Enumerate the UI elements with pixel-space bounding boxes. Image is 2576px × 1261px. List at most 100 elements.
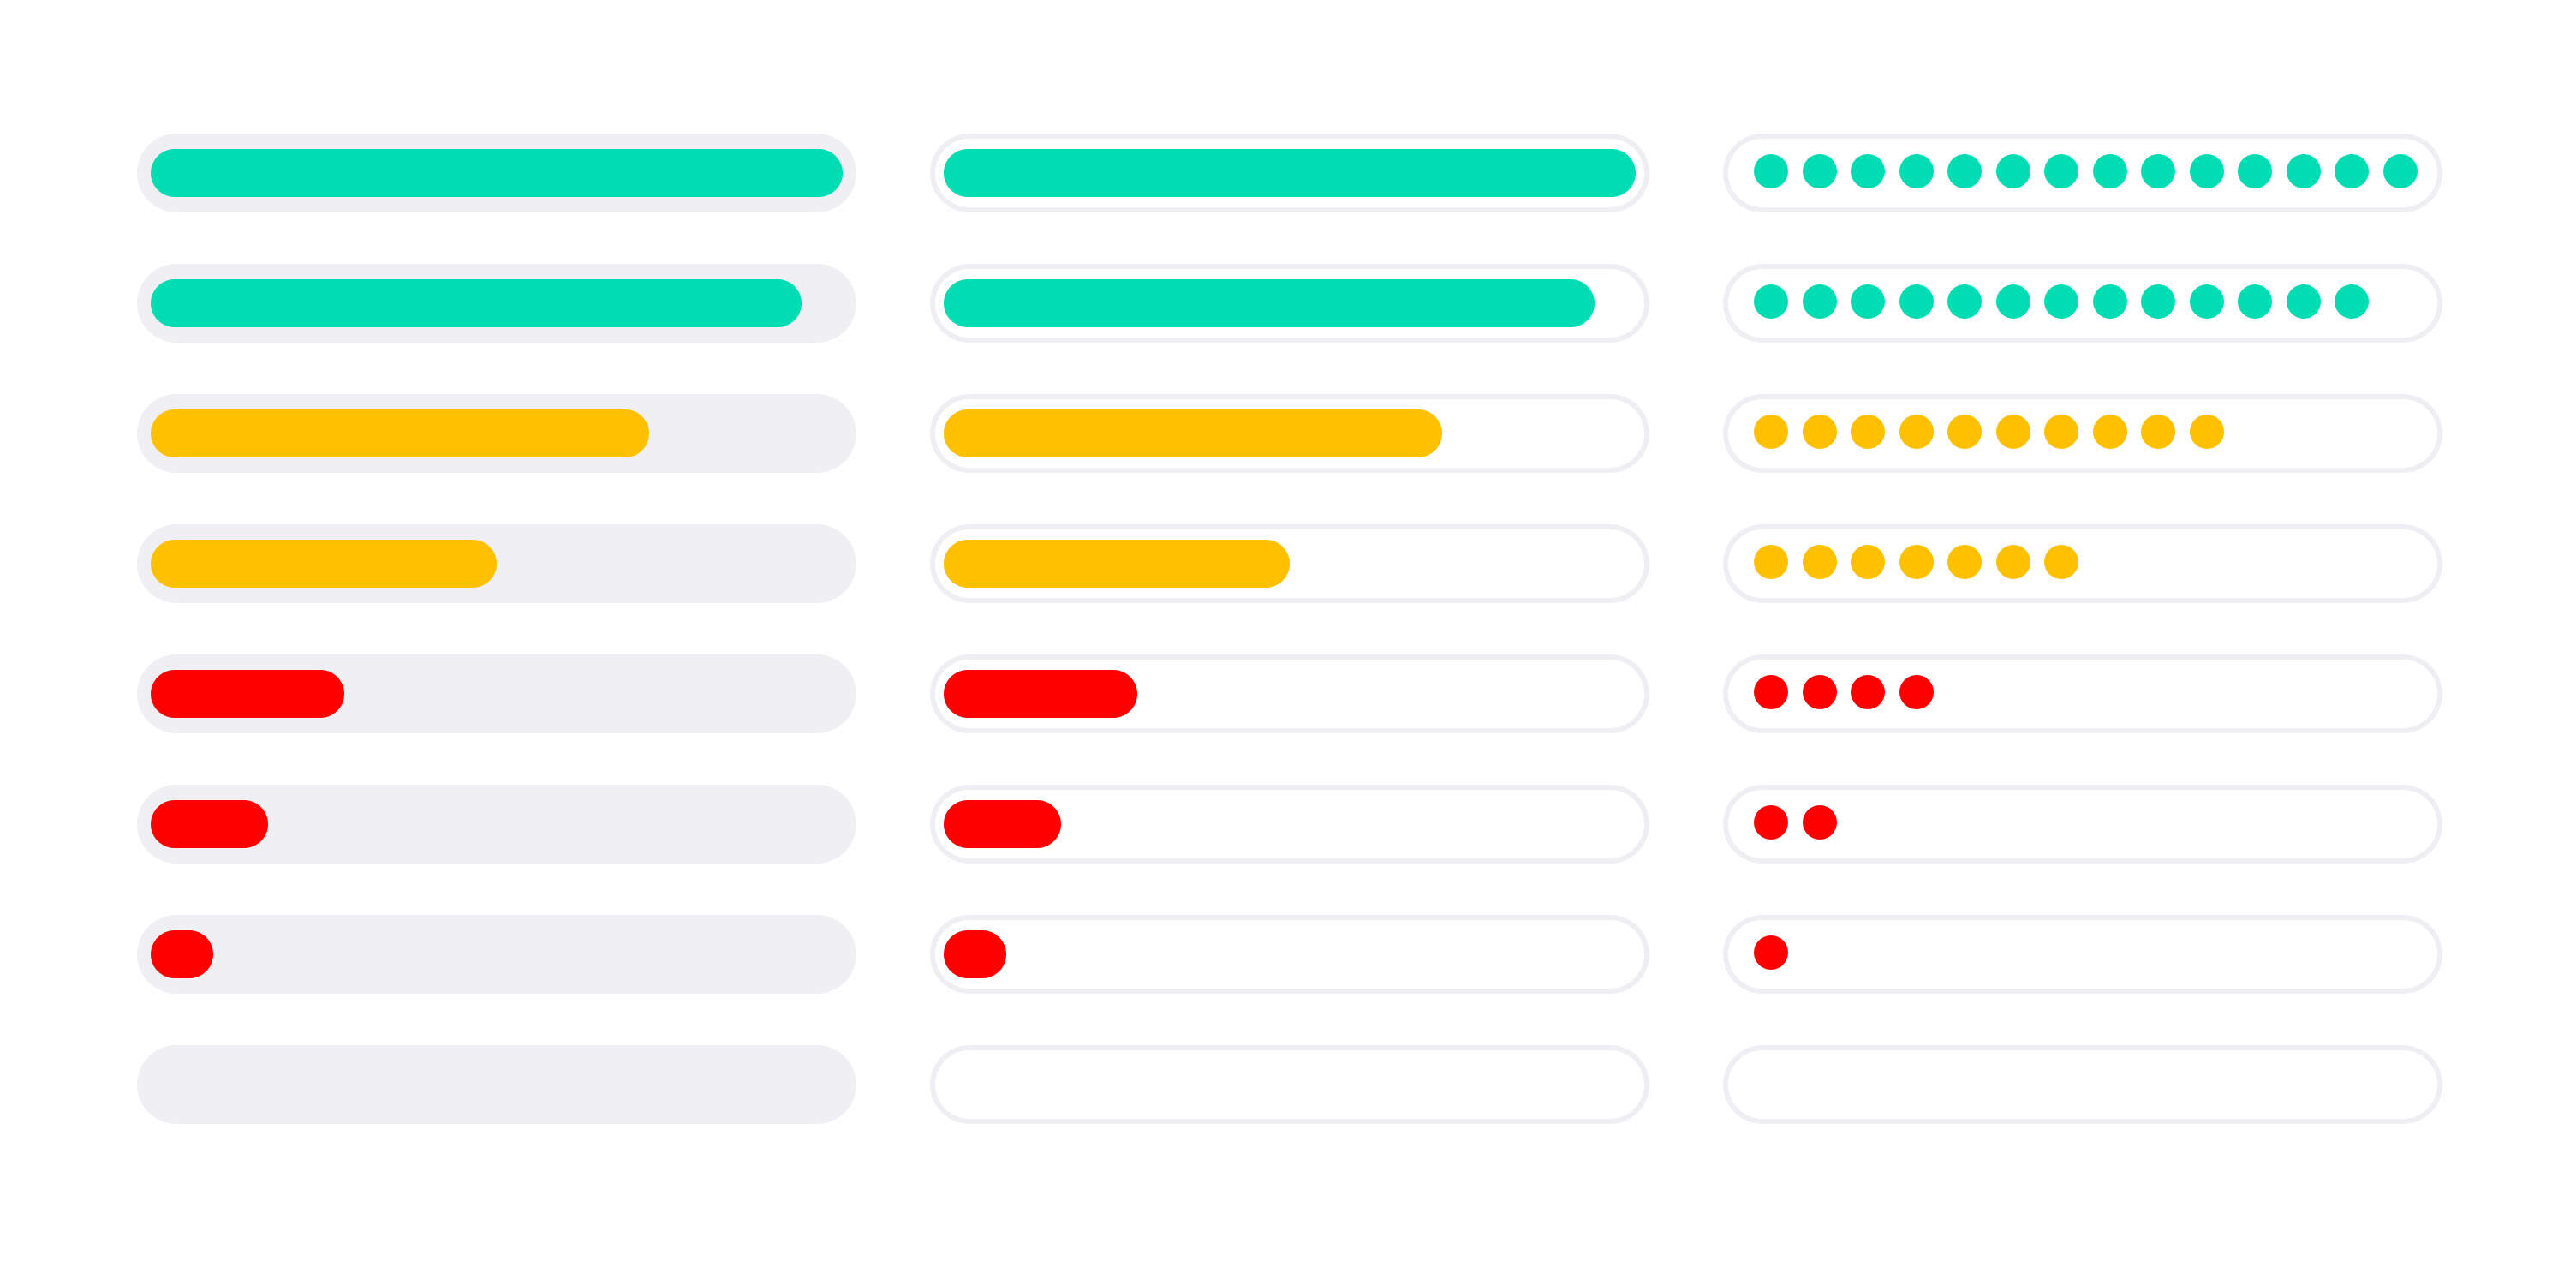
progress-fill bbox=[944, 930, 1006, 978]
progress-fill bbox=[944, 149, 1636, 197]
progress-dots bbox=[1728, 269, 2437, 338]
progress-fill bbox=[151, 540, 497, 588]
progress-dot bbox=[1947, 415, 1982, 449]
progress-dots bbox=[1728, 399, 2437, 468]
progress-fill bbox=[944, 279, 1595, 327]
progress-fill bbox=[944, 670, 1137, 718]
progress-fill bbox=[944, 540, 1290, 588]
progress-dots bbox=[1728, 1050, 2437, 1119]
progress-dot bbox=[1802, 545, 1837, 579]
progress-fill bbox=[944, 800, 1061, 848]
progress-dot bbox=[1947, 545, 1982, 579]
progress-bar-outline bbox=[930, 394, 1649, 473]
progress-bar-outline bbox=[930, 264, 1649, 343]
progress-bar-outline bbox=[930, 654, 1649, 733]
progress-dot bbox=[1851, 154, 1885, 188]
progress-dot bbox=[1802, 284, 1837, 319]
progress-dot bbox=[1754, 805, 1788, 840]
progress-dot bbox=[2092, 154, 2127, 188]
progress-bar-dotted bbox=[1723, 134, 2442, 212]
progress-dot bbox=[1995, 415, 2030, 449]
progress-dot bbox=[2044, 284, 2078, 319]
progress-bar-solid bbox=[137, 654, 856, 733]
progress-fill bbox=[151, 670, 344, 718]
progress-dots bbox=[1728, 790, 2437, 858]
progress-dot bbox=[1851, 415, 1885, 449]
progress-dot bbox=[2189, 284, 2224, 319]
progress-dot bbox=[1899, 284, 1934, 319]
progress-dot bbox=[1899, 154, 1934, 188]
progress-dot bbox=[1899, 415, 1934, 449]
progress-dot bbox=[1995, 154, 2030, 188]
progress-fill bbox=[151, 409, 649, 457]
progress-dot bbox=[1995, 284, 2030, 319]
progress-fill bbox=[944, 409, 1442, 457]
progress-bar-solid bbox=[137, 785, 856, 864]
progress-dots bbox=[1728, 920, 2437, 989]
progress-dot bbox=[2286, 284, 2321, 319]
progress-bar-solid bbox=[137, 264, 856, 343]
progress-dot bbox=[2141, 415, 2175, 449]
progress-bar-outline bbox=[930, 134, 1649, 212]
progress-bar-dotted bbox=[1723, 785, 2442, 864]
progress-dot bbox=[1851, 545, 1885, 579]
progress-bar-outline bbox=[930, 915, 1649, 994]
progress-dot bbox=[2382, 154, 2418, 188]
progress-dot bbox=[2189, 154, 2224, 188]
progress-dot bbox=[2092, 415, 2127, 449]
progress-fill bbox=[151, 930, 213, 978]
progress-dot bbox=[1802, 805, 1837, 840]
progress-dot bbox=[2238, 284, 2272, 319]
progress-dot bbox=[1947, 284, 1982, 319]
progress-dot bbox=[1851, 284, 1885, 319]
progress-dot bbox=[2044, 154, 2078, 188]
progress-dots bbox=[1728, 660, 2437, 728]
progress-fill bbox=[151, 149, 843, 197]
progress-dot bbox=[1754, 545, 1788, 579]
progress-bar-solid bbox=[137, 1045, 856, 1124]
progress-bar-outline bbox=[930, 524, 1649, 603]
progress-dot bbox=[2189, 415, 2224, 449]
dotted-progress-column bbox=[1723, 134, 2442, 1175]
progress-dot bbox=[1754, 935, 1788, 970]
progress-dot bbox=[2141, 154, 2175, 188]
progress-bar-dotted bbox=[1723, 524, 2442, 603]
progress-bar-dotted bbox=[1723, 915, 2442, 994]
progress-fill bbox=[151, 279, 802, 327]
progress-dot bbox=[1754, 675, 1788, 709]
progress-fill bbox=[151, 800, 268, 848]
outline-progress-column bbox=[930, 134, 1649, 1175]
progress-dot bbox=[2141, 284, 2175, 319]
progress-dot bbox=[2334, 154, 2369, 188]
progress-dot bbox=[1802, 154, 1837, 188]
progress-dot bbox=[1899, 545, 1934, 579]
progress-dots bbox=[1728, 139, 2437, 207]
progress-bar-dotted bbox=[1723, 264, 2442, 343]
progress-bar-dotted bbox=[1723, 1045, 2442, 1124]
progress-bar-solid bbox=[137, 915, 856, 994]
progress-dot bbox=[1802, 415, 1837, 449]
progress-dot bbox=[1754, 284, 1788, 319]
progress-dot bbox=[1754, 154, 1788, 188]
progress-dot bbox=[1947, 154, 1982, 188]
progress-bar-solid bbox=[137, 394, 856, 473]
progress-dot bbox=[2238, 154, 2272, 188]
progress-dot bbox=[1851, 675, 1885, 709]
progress-dot bbox=[1995, 545, 2030, 579]
progress-bar-outline bbox=[930, 785, 1649, 864]
progress-bar-outline bbox=[930, 1045, 1649, 1124]
progress-dot bbox=[2044, 545, 2078, 579]
progress-dot bbox=[1802, 675, 1837, 709]
progress-dot bbox=[2092, 284, 2127, 319]
progress-dot bbox=[2334, 284, 2369, 319]
progress-bar-solid bbox=[137, 134, 856, 212]
progress-dot bbox=[1899, 675, 1934, 709]
progress-dot bbox=[1754, 415, 1788, 449]
progress-bar-dotted bbox=[1723, 654, 2442, 733]
progress-bar-dotted bbox=[1723, 394, 2442, 473]
progress-dot bbox=[2044, 415, 2078, 449]
progress-dot bbox=[2286, 154, 2321, 188]
progress-bar-solid bbox=[137, 524, 856, 603]
progress-dots bbox=[1728, 529, 2437, 598]
